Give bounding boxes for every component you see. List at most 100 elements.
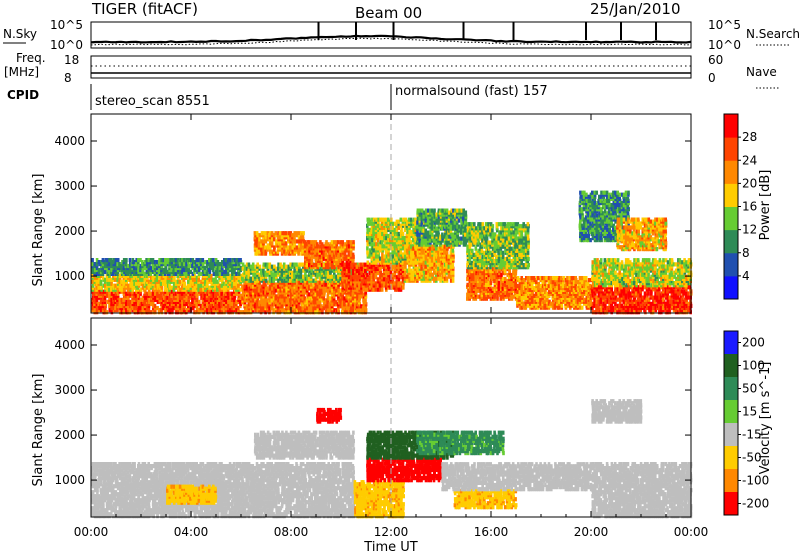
power-cell (314, 310, 317, 314)
power-cell (293, 237, 296, 241)
power-cell (206, 282, 209, 286)
search-tick-high: 10^5 (708, 18, 741, 32)
power-cell (198, 300, 201, 304)
power-cell (337, 288, 340, 292)
power-cell (154, 304, 157, 308)
power-cell (366, 228, 369, 232)
power-cell (195, 292, 198, 296)
power-cell (129, 300, 132, 304)
power-cell (385, 250, 388, 254)
power-cell (400, 228, 403, 232)
power-cell (481, 249, 484, 253)
power-cell (256, 231, 259, 235)
power-cell (195, 258, 198, 262)
power-cell (104, 278, 107, 282)
power-cell (285, 231, 288, 235)
power-cell (458, 237, 461, 241)
power-cell (302, 290, 305, 294)
power-cell (431, 259, 434, 263)
power-cell (495, 269, 498, 273)
power-cell (141, 278, 144, 282)
power-cell (377, 277, 380, 281)
power-cell (108, 262, 111, 266)
power-cell (139, 306, 142, 310)
power-cell (329, 296, 332, 300)
power-cell (421, 241, 424, 245)
cpid-bar: CPID stereo_scan 8551 normalsound (fast)… (7, 84, 548, 110)
power-cell (433, 209, 436, 213)
power-cell (364, 300, 367, 304)
power-cell (377, 238, 380, 242)
power-cell (167, 258, 170, 262)
power-cell (106, 310, 109, 314)
power-cell (208, 268, 211, 272)
power-cell (204, 266, 207, 270)
power-cell (497, 285, 500, 289)
power-cell (352, 240, 355, 244)
power-cell (170, 298, 173, 302)
power-cell (199, 288, 202, 292)
power-cell (412, 255, 415, 259)
power-cell (331, 240, 334, 244)
power-cell (268, 277, 271, 281)
power-cell (218, 262, 221, 266)
power-cell (451, 237, 454, 241)
power-cell (371, 242, 374, 246)
beam-label: Beam 00 (355, 4, 422, 22)
power-cell (465, 211, 468, 215)
power-cell (295, 263, 298, 267)
power-cell (227, 272, 230, 276)
power-cell (110, 258, 113, 262)
power-cell (512, 295, 515, 299)
power-cell (108, 270, 111, 274)
power-cell (358, 275, 361, 279)
power-cell (316, 242, 319, 246)
power-cell (320, 304, 323, 308)
power-cell (404, 273, 407, 277)
power-cell (341, 240, 344, 244)
power-cell (264, 283, 267, 287)
power-cell (118, 262, 121, 266)
power-cell (117, 258, 120, 262)
power-cell (479, 222, 482, 226)
sky-panel: N.Sky 10^5 10^0 10^5 10^0 N.Search (3, 18, 800, 52)
power-cell (375, 288, 378, 292)
power-cell (122, 310, 125, 314)
power-cell (362, 288, 365, 292)
power-cell (368, 218, 371, 222)
power-cell (402, 232, 405, 236)
power-cell (248, 263, 251, 267)
power-cell (512, 269, 515, 273)
power-cell (164, 288, 167, 292)
power-cell (460, 229, 463, 233)
power-cell (424, 265, 427, 269)
power-cell (475, 247, 478, 251)
power-cell (308, 292, 311, 296)
power-cell (487, 277, 490, 281)
power-cell (275, 294, 278, 298)
power-cell (188, 258, 191, 262)
power-cell (441, 233, 444, 237)
cpid-label: CPID (7, 88, 39, 102)
power-cell (460, 241, 463, 245)
power-cell (239, 300, 242, 304)
power-cell (141, 260, 144, 264)
power-cell (179, 280, 182, 284)
power-cell (202, 258, 205, 262)
power-cell (310, 246, 313, 250)
power-cell (387, 218, 390, 222)
power-cell (170, 294, 173, 298)
power-cell (479, 226, 482, 230)
radar-title: TIGER (fitACF) (91, 0, 198, 18)
power-cell (406, 275, 409, 279)
power-cell (200, 284, 203, 288)
power-cell (300, 269, 303, 273)
power-cell (260, 288, 263, 292)
power-cell (302, 231, 305, 235)
power-cell (348, 263, 351, 267)
power-cell (348, 267, 351, 271)
power-cell (249, 277, 252, 281)
power-cell (327, 242, 330, 246)
power-cell (225, 258, 228, 262)
